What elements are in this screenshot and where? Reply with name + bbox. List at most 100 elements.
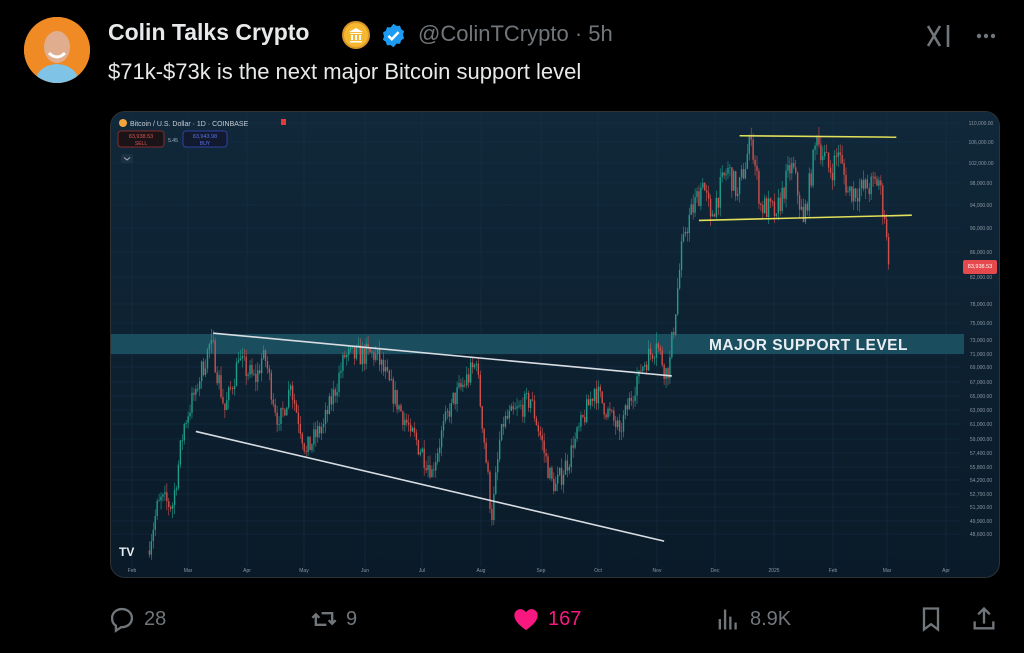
candle bbox=[839, 152, 841, 155]
candle bbox=[885, 219, 888, 238]
handle-and-time[interactable]: @ColinTCrypto · 5h bbox=[418, 21, 613, 46]
y-tick-label: 106,000.00 bbox=[968, 140, 993, 146]
candle bbox=[769, 198, 772, 202]
candle bbox=[276, 412, 278, 425]
candle bbox=[328, 396, 331, 414]
bank-icon[interactable] bbox=[342, 21, 370, 49]
candle bbox=[241, 356, 243, 359]
candle bbox=[257, 370, 259, 382]
candle bbox=[558, 467, 561, 475]
candle bbox=[204, 368, 207, 375]
candle bbox=[719, 177, 721, 208]
candle bbox=[438, 447, 441, 454]
candle bbox=[622, 415, 625, 432]
candle bbox=[431, 469, 433, 478]
verified-badge-icon[interactable] bbox=[380, 22, 407, 49]
candle bbox=[624, 405, 627, 416]
candle bbox=[884, 216, 886, 220]
like-button[interactable]: 167 bbox=[512, 603, 581, 635]
candle bbox=[264, 350, 267, 362]
candle bbox=[293, 399, 296, 404]
candle bbox=[781, 187, 783, 211]
candle bbox=[531, 399, 534, 401]
avatar[interactable] bbox=[24, 17, 90, 83]
candle bbox=[493, 494, 495, 520]
reply-button[interactable]: 28 bbox=[108, 603, 166, 635]
collapse-chevron-icon[interactable] bbox=[121, 154, 133, 163]
candle bbox=[785, 170, 787, 199]
share-icon bbox=[973, 606, 995, 630]
candle bbox=[295, 403, 298, 413]
candle bbox=[454, 392, 456, 405]
candle bbox=[210, 340, 213, 345]
candle bbox=[469, 362, 472, 383]
buy-button[interactable] bbox=[182, 130, 228, 148]
candle bbox=[164, 492, 166, 495]
candle bbox=[578, 426, 580, 428]
candle bbox=[827, 152, 830, 168]
grok-icon[interactable] bbox=[924, 22, 954, 50]
candle bbox=[632, 400, 634, 402]
bookmark-icon bbox=[922, 607, 940, 632]
candle bbox=[858, 188, 861, 202]
candle bbox=[396, 389, 398, 410]
candle bbox=[402, 411, 404, 425]
more-dots-icon[interactable] bbox=[972, 22, 1002, 50]
y-tick-label: 75,000.00 bbox=[970, 321, 992, 327]
candle bbox=[862, 180, 865, 189]
candle bbox=[696, 191, 698, 198]
candle bbox=[382, 359, 385, 372]
candle bbox=[386, 367, 389, 371]
repost-button[interactable]: 9 bbox=[310, 603, 357, 635]
candle bbox=[833, 155, 836, 181]
candle bbox=[262, 350, 265, 359]
bookmark-button[interactable] bbox=[917, 603, 945, 635]
candle bbox=[160, 496, 162, 501]
candle bbox=[371, 351, 373, 353]
candle bbox=[680, 241, 683, 270]
candle bbox=[518, 405, 520, 407]
candle bbox=[392, 379, 394, 404]
candle bbox=[423, 448, 425, 469]
y-tick-label: 67,000.00 bbox=[970, 380, 992, 386]
candle bbox=[440, 430, 443, 448]
x-tick-label: Jul bbox=[419, 568, 425, 574]
candle bbox=[322, 424, 325, 428]
candle bbox=[154, 516, 156, 530]
repost-count: 9 bbox=[346, 607, 358, 630]
author-name[interactable]: Colin Talks Crypto bbox=[108, 19, 310, 45]
candle bbox=[599, 386, 601, 392]
candle bbox=[378, 348, 381, 365]
candle bbox=[249, 365, 251, 375]
x-tick-label: Mar bbox=[883, 568, 892, 574]
share-button[interactable] bbox=[970, 603, 998, 635]
reply-count: 28 bbox=[144, 607, 167, 630]
x-tick-label: Feb bbox=[829, 568, 838, 574]
candle bbox=[483, 428, 485, 443]
candle bbox=[878, 180, 880, 186]
candle bbox=[824, 152, 826, 157]
candle bbox=[537, 425, 540, 432]
candle bbox=[541, 435, 543, 441]
candle bbox=[324, 410, 327, 424]
chart-title: Bitcoin / U.S. Dollar · 1D · COINBASE bbox=[130, 121, 249, 128]
candle bbox=[274, 404, 276, 413]
candle bbox=[477, 363, 480, 375]
candle bbox=[303, 443, 305, 452]
candle bbox=[427, 465, 429, 471]
candle bbox=[305, 451, 307, 453]
y-tick-label: 54,200.00 bbox=[970, 478, 992, 484]
candle bbox=[717, 197, 720, 208]
candle bbox=[406, 419, 408, 423]
candle bbox=[344, 354, 346, 358]
candle bbox=[284, 409, 286, 416]
candle bbox=[667, 368, 669, 379]
sell-button[interactable] bbox=[117, 130, 165, 148]
candle bbox=[450, 402, 452, 417]
candle bbox=[239, 358, 242, 361]
chart-image[interactable]: MAJOR SUPPORT LEVEL 110,000.00 106,000.00… bbox=[110, 111, 1000, 578]
candle bbox=[158, 500, 160, 502]
candle bbox=[355, 346, 358, 359]
views-button[interactable]: 8.9K bbox=[714, 603, 791, 635]
candle bbox=[148, 550, 151, 555]
